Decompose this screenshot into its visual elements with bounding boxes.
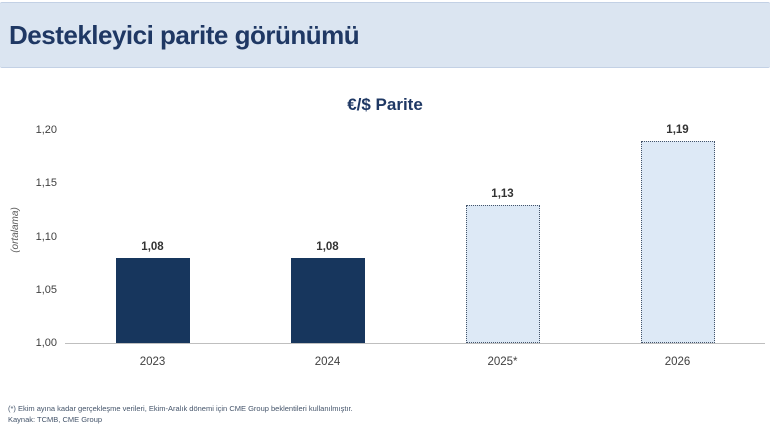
bar-2026 — [640, 140, 715, 343]
parity-bar-chart: €/$ Parite (ortalama) 1,00 1,05 1,10 1,15 1,… — [0, 85, 770, 385]
y-axis-ticks: 1,00 1,05 1,10 1,15 1,20 — [0, 124, 57, 349]
y-tick-label: 1,05 — [35, 283, 57, 296]
footnote: (*) Ekim ayına kadar gerçekleşme veriler… — [8, 404, 353, 425]
bar-value-label: 1,13 — [491, 187, 514, 200]
page-title: Destekleyici parite görünümü — [9, 19, 360, 50]
bar-value-label: 1,08 — [141, 240, 164, 253]
x-tick-label: 2025* — [487, 356, 518, 368]
y-tick-label: 1,00 — [35, 337, 57, 349]
plot-area: 1,08 2023 1,08 2024 1,13 2025* 1,19 2026 — [65, 124, 765, 368]
x-tick-label: 2024 — [314, 356, 341, 368]
bar-value-label: 1,08 — [316, 240, 339, 253]
footnote-line-1: (*) Ekim ayına kadar gerçekleşme veriler… — [8, 404, 353, 413]
bar-slot: 1,08 2023 — [65, 130, 240, 368]
chart-title: €/$ Parite — [347, 95, 423, 114]
bar-slot: 1,19 2026 — [590, 124, 765, 368]
bar-slot: 1,13 2025* — [415, 130, 590, 368]
y-tick-label: 1,15 — [35, 177, 57, 190]
bar-2024 — [290, 257, 365, 343]
footnote-line-2: Kaynak: TCMB, CME Group — [8, 414, 103, 424]
bar-slot: 1,08 2024 — [240, 130, 415, 368]
x-tick-label: 2023 — [139, 356, 166, 368]
y-tick-label: 1,10 — [35, 230, 57, 243]
bar-2025 — [465, 204, 540, 343]
x-tick-label: 2026 — [664, 356, 691, 368]
slide-header: Destekleyici parite görünümü — [0, 2, 770, 68]
bar-2023 — [115, 257, 190, 343]
y-tick-label: 1,20 — [35, 124, 57, 136]
bar-value-label: 1,19 — [666, 123, 689, 136]
